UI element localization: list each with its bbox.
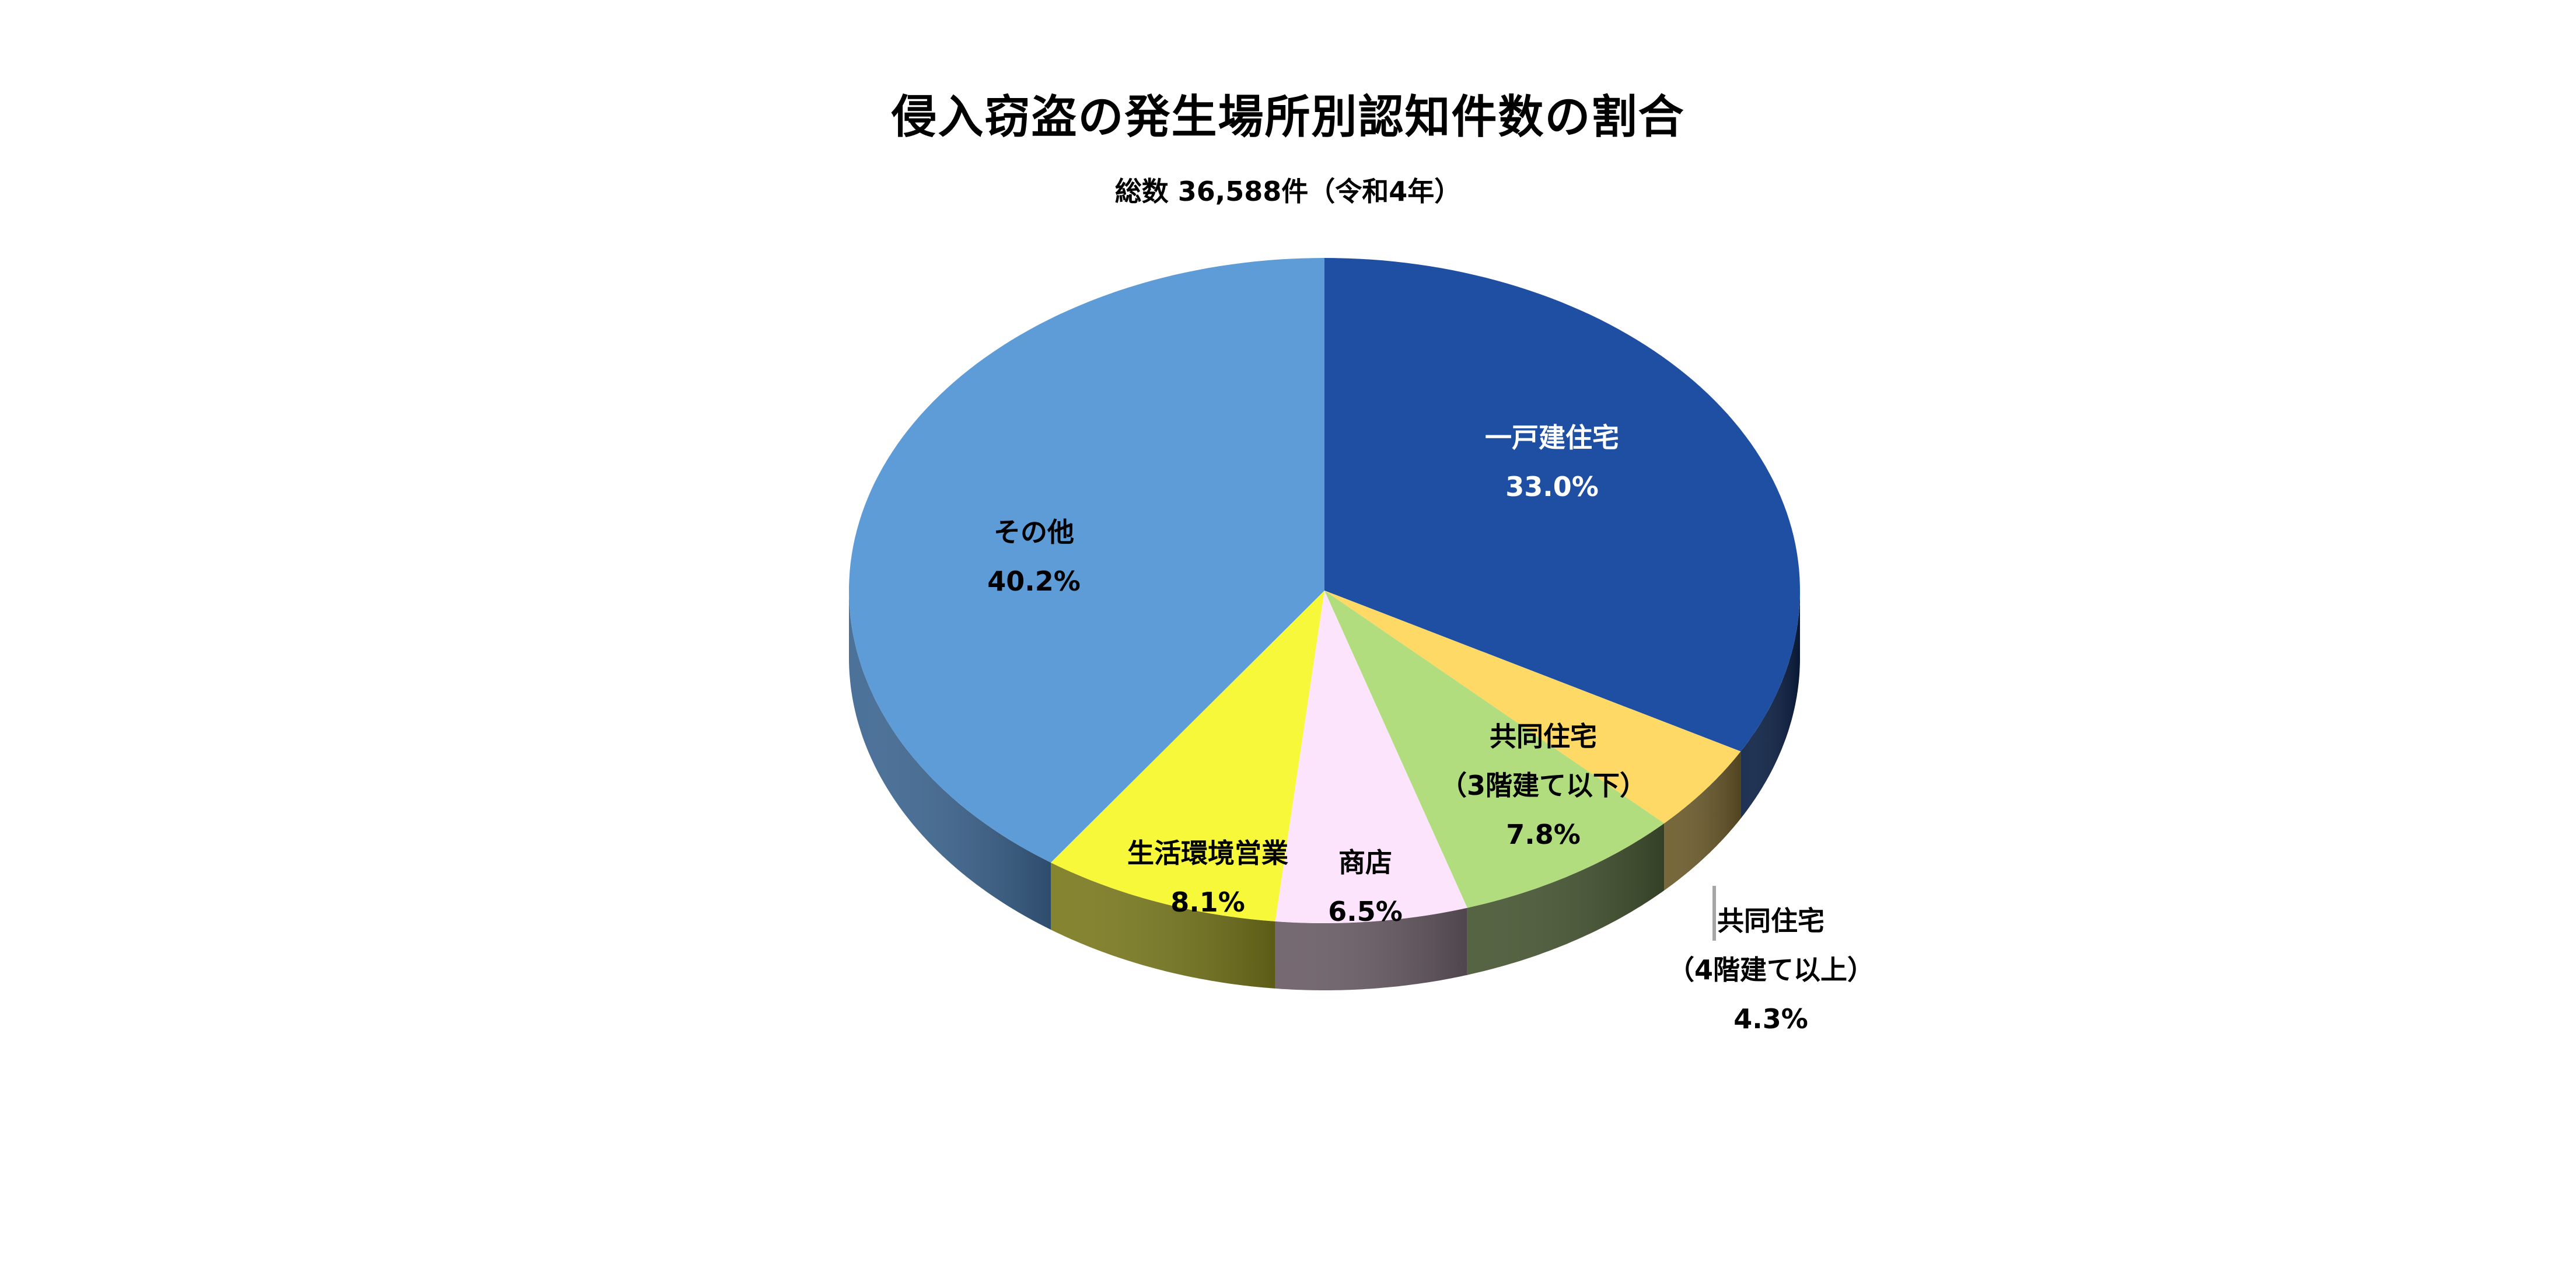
pie-side-shade [1275,907,1467,990]
data-label-living-env-business: 生活環境営業 8.1% [1127,837,1288,918]
data-label-other: その他 40.2% [987,516,1081,597]
pie-side-shade [849,591,1051,930]
data-label-shop: 商店 6.5% [1328,847,1403,927]
pie-slices [849,258,1800,923]
pie-side-shade [1740,591,1800,819]
pie-slice-1[interactable] [1324,591,1741,823]
pie-side-shade [1051,863,1275,989]
pie-slice-3[interactable] [1275,591,1467,923]
pie-slice-2[interactable] [1324,591,1665,908]
data-label-detached-house: 一戸建住宅 33.0% [1485,422,1619,502]
data-label-apartment-3under: 共同住宅 （3階建て以下） 7.8% [1439,721,1647,850]
chart-title: 侵入窃盗の発生場所別認知件数の割合 [891,91,1685,144]
pie-side-shade [1467,823,1665,975]
data-label-apartment-4plus: 共同住宅 （4階建て以上） 4.3% [1667,905,1875,1035]
chart-subtitle: 総数 36,588件（令和4年） [1114,176,1462,207]
pie-slice-0[interactable] [1324,258,1800,752]
pie-side-shade [1664,751,1741,891]
pie-slice-5[interactable] [849,258,1324,863]
pie-sides [849,591,1800,990]
pie-slice-4[interactable] [1051,591,1324,921]
